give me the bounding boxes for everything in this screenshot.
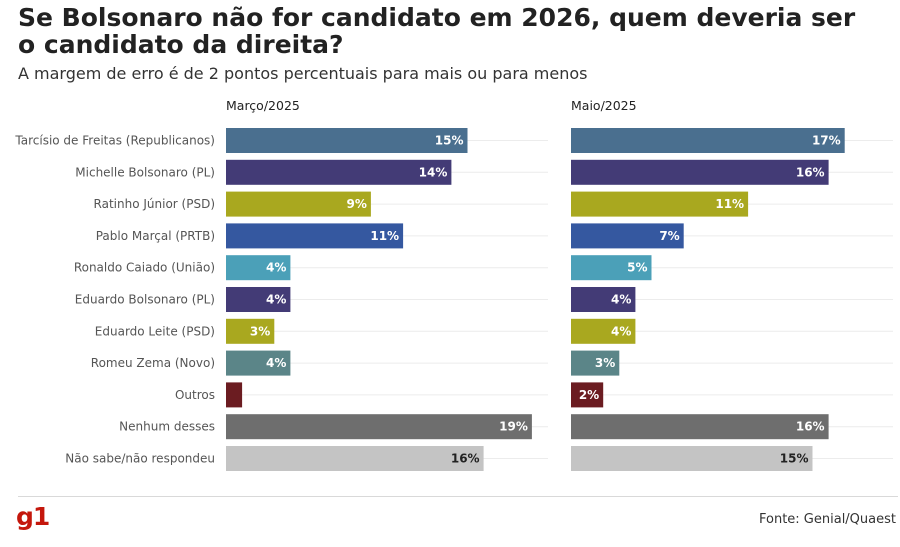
bar [226, 318, 275, 344]
g1-logo: g1 [16, 502, 50, 531]
category-label: Outros [175, 388, 215, 402]
panel-title-march: Março/2025 [226, 98, 300, 113]
value-label: 2% [579, 388, 599, 402]
source-note: Fonte: Genial/Quaest [758, 512, 896, 527]
value-label: 11% [715, 197, 744, 211]
category-label: Eduardo Leite (PSD) [95, 324, 215, 338]
value-label: 17% [812, 134, 841, 148]
value-label: 14% [419, 165, 448, 179]
bar [571, 414, 829, 440]
category-label: Tarcísio de Freitas (Republicanos) [14, 134, 215, 148]
value-label: 4% [266, 293, 286, 307]
value-label: 16% [796, 165, 825, 179]
value-label: 15% [435, 134, 464, 148]
value-label: 5% [627, 261, 647, 275]
value-label: 7% [659, 229, 679, 243]
category-label: Ratinho Júnior (PSD) [94, 197, 215, 211]
bar [226, 191, 371, 217]
bar [226, 159, 452, 185]
category-label: Não sabe/não respondeu [65, 452, 215, 466]
value-label: 16% [796, 420, 825, 434]
category-label: Pablo Marçal (PRTB) [96, 229, 215, 243]
value-label: 4% [266, 261, 286, 275]
value-label: 4% [266, 356, 286, 370]
bar [226, 128, 468, 153]
bar [571, 382, 604, 408]
value-label: 19% [499, 420, 528, 434]
bar [226, 350, 291, 376]
value-label: 4% [611, 293, 631, 307]
category-label: Nenhum desses [119, 420, 215, 434]
bar [571, 159, 829, 185]
value-label: 4% [611, 324, 631, 338]
chart-title: Se Bolsonaro não for candidato em 2026, … [18, 3, 856, 59]
bar [571, 128, 845, 153]
bar [226, 255, 291, 281]
value-label: 16% [451, 452, 480, 466]
value-label: 11% [370, 229, 399, 243]
category-label: Romeu Zema (Novo) [91, 356, 215, 370]
value-label: 3% [250, 324, 270, 338]
category-label: Ronaldo Caiado (União) [74, 261, 215, 275]
value-label: 3% [595, 356, 615, 370]
bar [571, 350, 620, 376]
bar [571, 287, 636, 312]
category-label: Eduardo Bolsonaro (PL) [75, 293, 215, 307]
bar [571, 318, 636, 344]
bar-chart: Tarcísio de Freitas (Republicanos) 15% 17%… [14, 128, 893, 471]
chart-subtitle: A margem de erro é de 2 pontos percentua… [18, 64, 588, 83]
bar [571, 446, 813, 471]
bar [571, 191, 749, 217]
bar [571, 255, 652, 281]
bar [226, 223, 404, 249]
value-label: 15% [780, 452, 809, 466]
value-label: 9% [347, 197, 367, 211]
bar [226, 287, 291, 312]
category-label: Michelle Bolsonaro (PL) [75, 165, 215, 179]
bar [571, 223, 684, 249]
bar [226, 414, 532, 440]
panel-title-may: Maio/2025 [571, 98, 637, 113]
bar [226, 446, 484, 471]
bar [226, 382, 243, 408]
footer-divider [18, 496, 898, 497]
